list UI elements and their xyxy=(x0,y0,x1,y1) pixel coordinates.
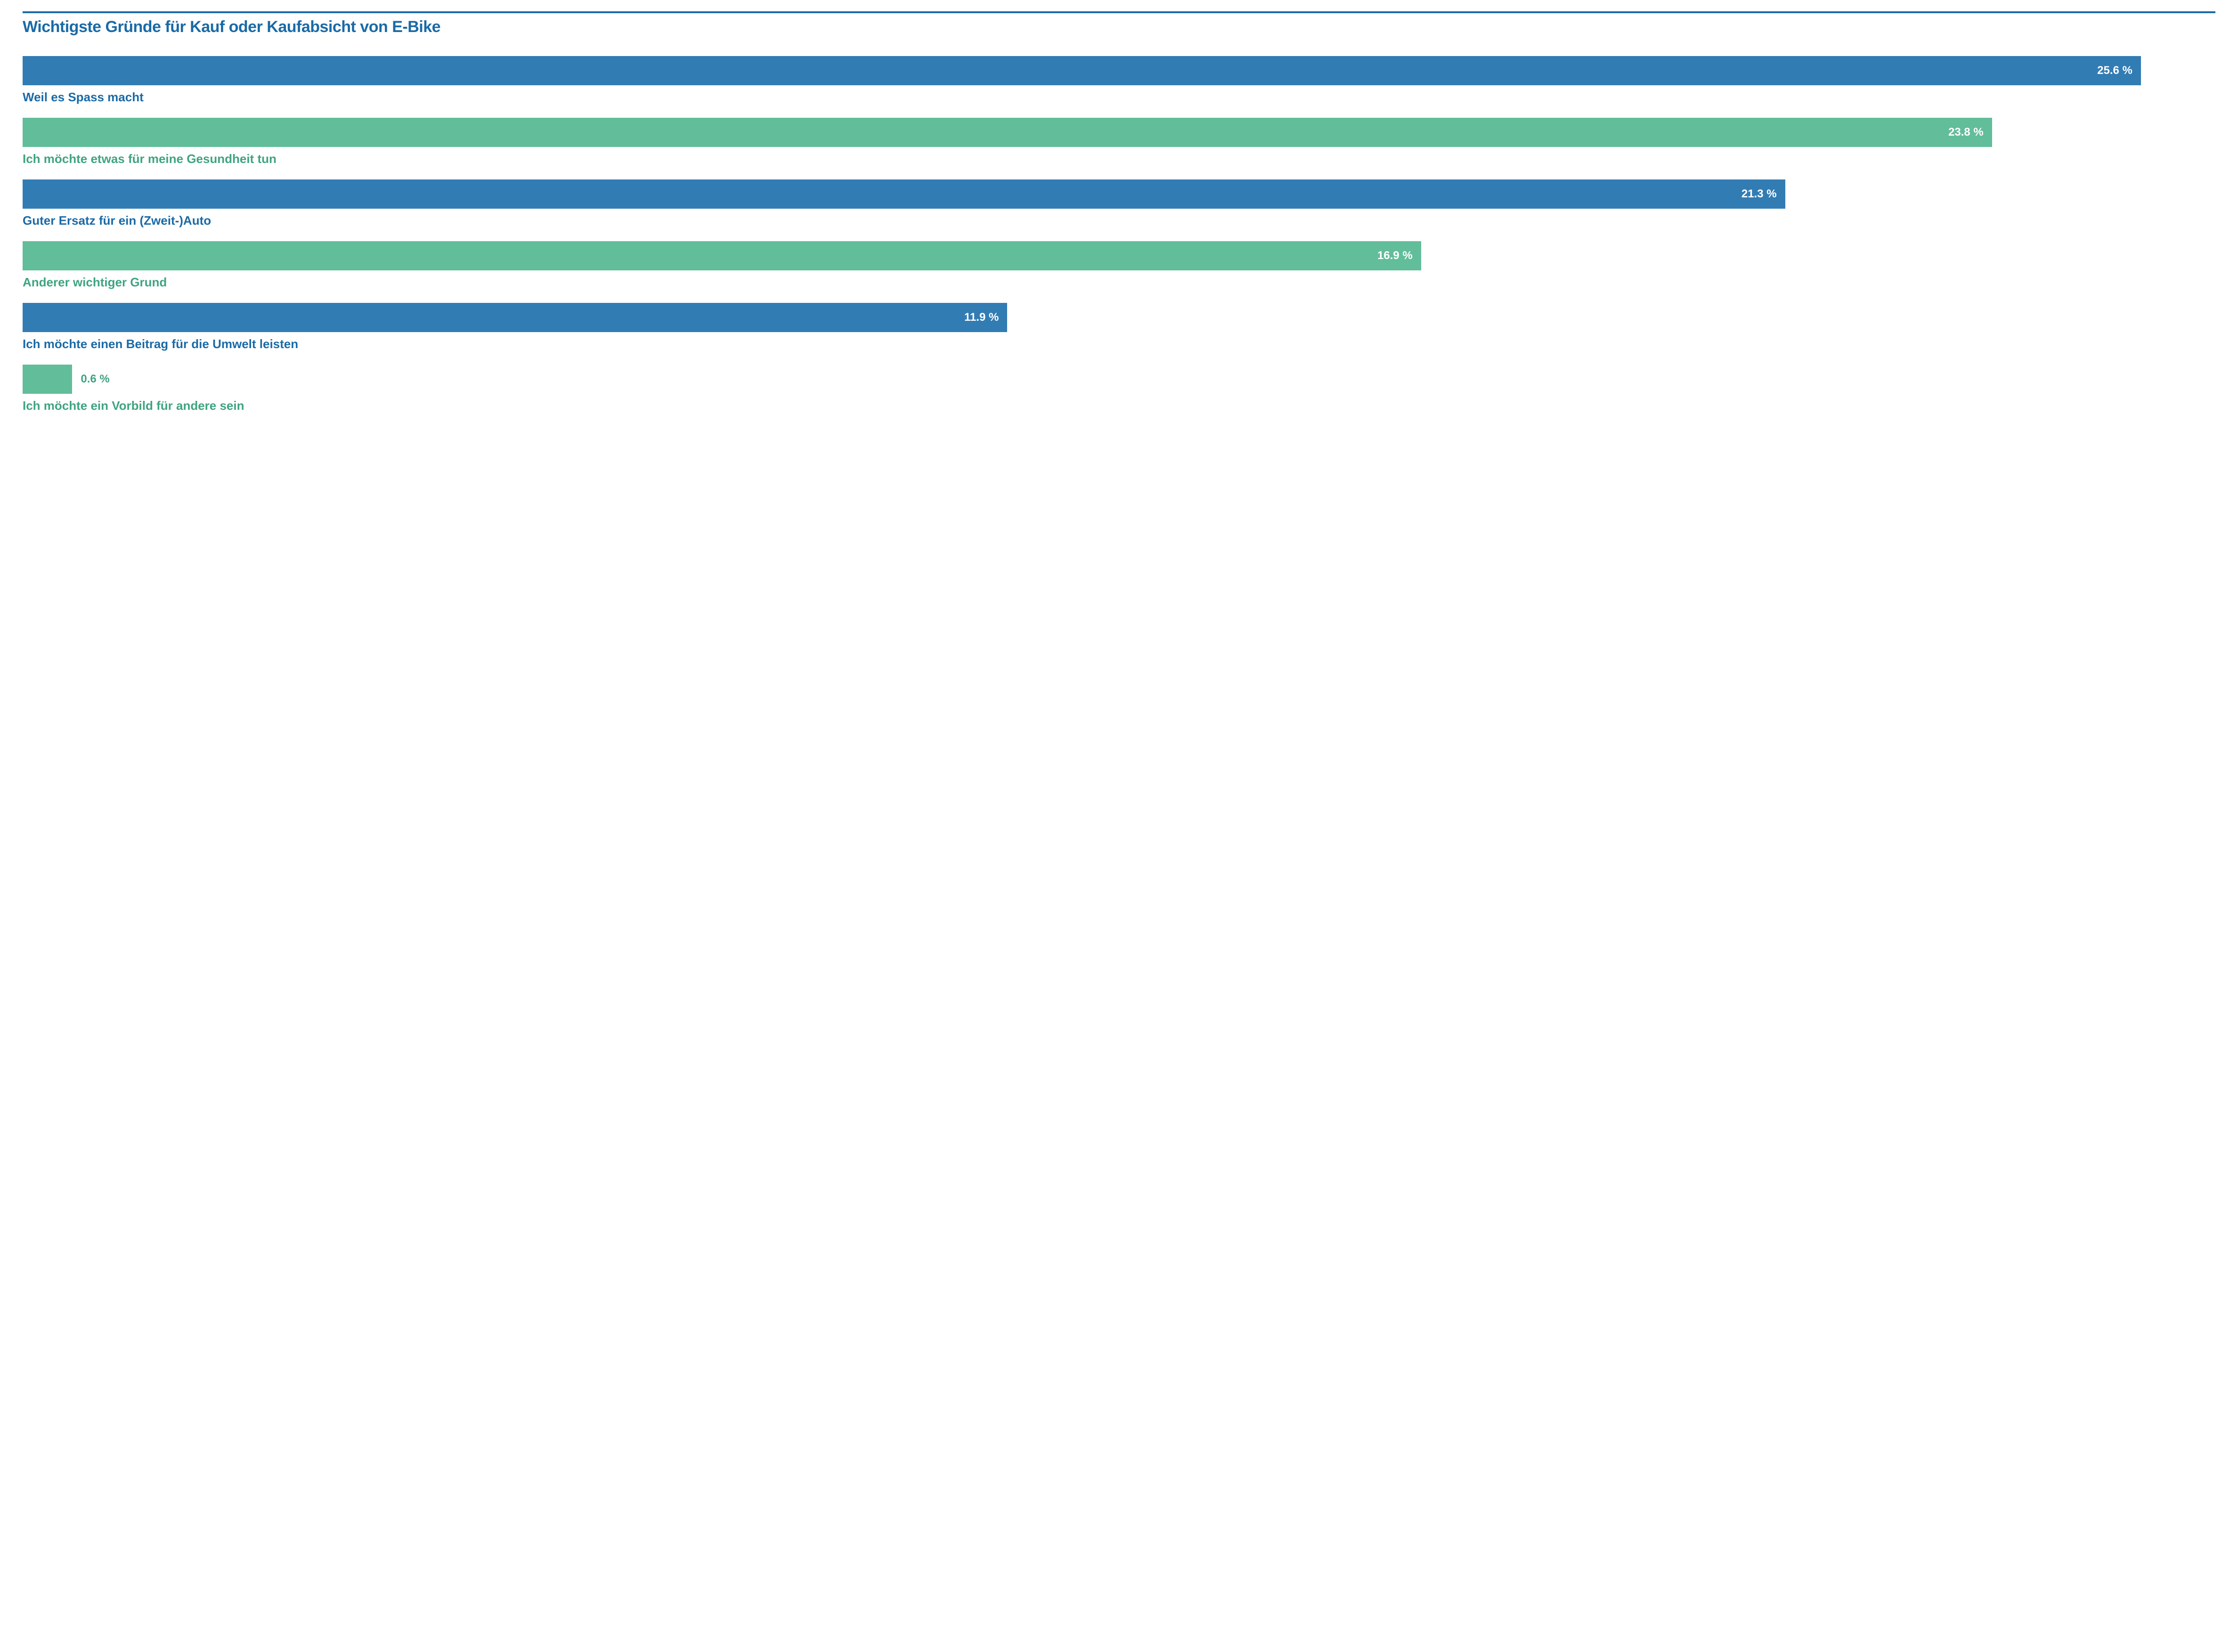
bar-row: 25.6 % Weil es Spass macht xyxy=(23,56,2215,105)
bar-label: Ich möchte ein Vorbild für andere sein xyxy=(23,399,2215,413)
bars-area: 25.6 % Weil es Spass macht 23.8 % Ich möcht… xyxy=(23,56,2215,413)
bar-value: 11.9 % xyxy=(964,311,1007,324)
bar-label: Guter Ersatz für ein (Zweit-)Auto xyxy=(23,213,2215,228)
bar-fill: 11.9 % xyxy=(23,303,1007,332)
bar-track: 23.8 % xyxy=(23,118,2215,147)
top-rule xyxy=(23,11,2215,13)
bar-fill: 21.3 % xyxy=(23,179,1785,209)
bar-label: Ich möchte einen Beitrag für die Umwelt … xyxy=(23,337,2215,351)
bar-fill: 25.6 % xyxy=(23,56,2141,85)
bar-track: 0.6 % xyxy=(23,365,2215,394)
bar-track: 11.9 % xyxy=(23,303,2215,332)
bar-label: Ich möchte etwas für meine Gesundheit tu… xyxy=(23,152,2215,166)
bar-value: 16.9 % xyxy=(1377,249,1421,262)
bar-fill xyxy=(23,365,72,394)
bar-track: 16.9 % xyxy=(23,241,2215,270)
bar-label: Anderer wichtiger Grund xyxy=(23,275,2215,290)
bar-fill: 16.9 % xyxy=(23,241,1421,270)
bar-value: 23.8 % xyxy=(1948,126,1992,139)
bar-track: 25.6 % xyxy=(23,56,2215,85)
bar-row: 21.3 % Guter Ersatz für ein (Zweit-)Auto xyxy=(23,179,2215,228)
bar-fill: 23.8 % xyxy=(23,118,1992,147)
bar-value: 21.3 % xyxy=(1742,187,1785,201)
bar-row: 11.9 % Ich möchte einen Beitrag für die U… xyxy=(23,303,2215,351)
chart-title: Wichtigste Gründe für Kauf oder Kaufabsi… xyxy=(23,18,2215,36)
bar-label: Weil es Spass macht xyxy=(23,90,2215,105)
bar-row: 23.8 % Ich möchte etwas für meine Gesundh… xyxy=(23,118,2215,166)
bar-track: 21.3 % xyxy=(23,179,2215,209)
bar-value: 25.6 % xyxy=(2097,64,2141,77)
bar-row: 16.9 % Anderer wichtiger Grund xyxy=(23,241,2215,290)
bar-value: 0.6 % xyxy=(72,365,109,394)
bar-row: 0.6 % Ich möchte ein Vorbild für andere s… xyxy=(23,365,2215,413)
chart-container: Wichtigste Gründe für Kauf oder Kaufabsi… xyxy=(0,0,2238,455)
